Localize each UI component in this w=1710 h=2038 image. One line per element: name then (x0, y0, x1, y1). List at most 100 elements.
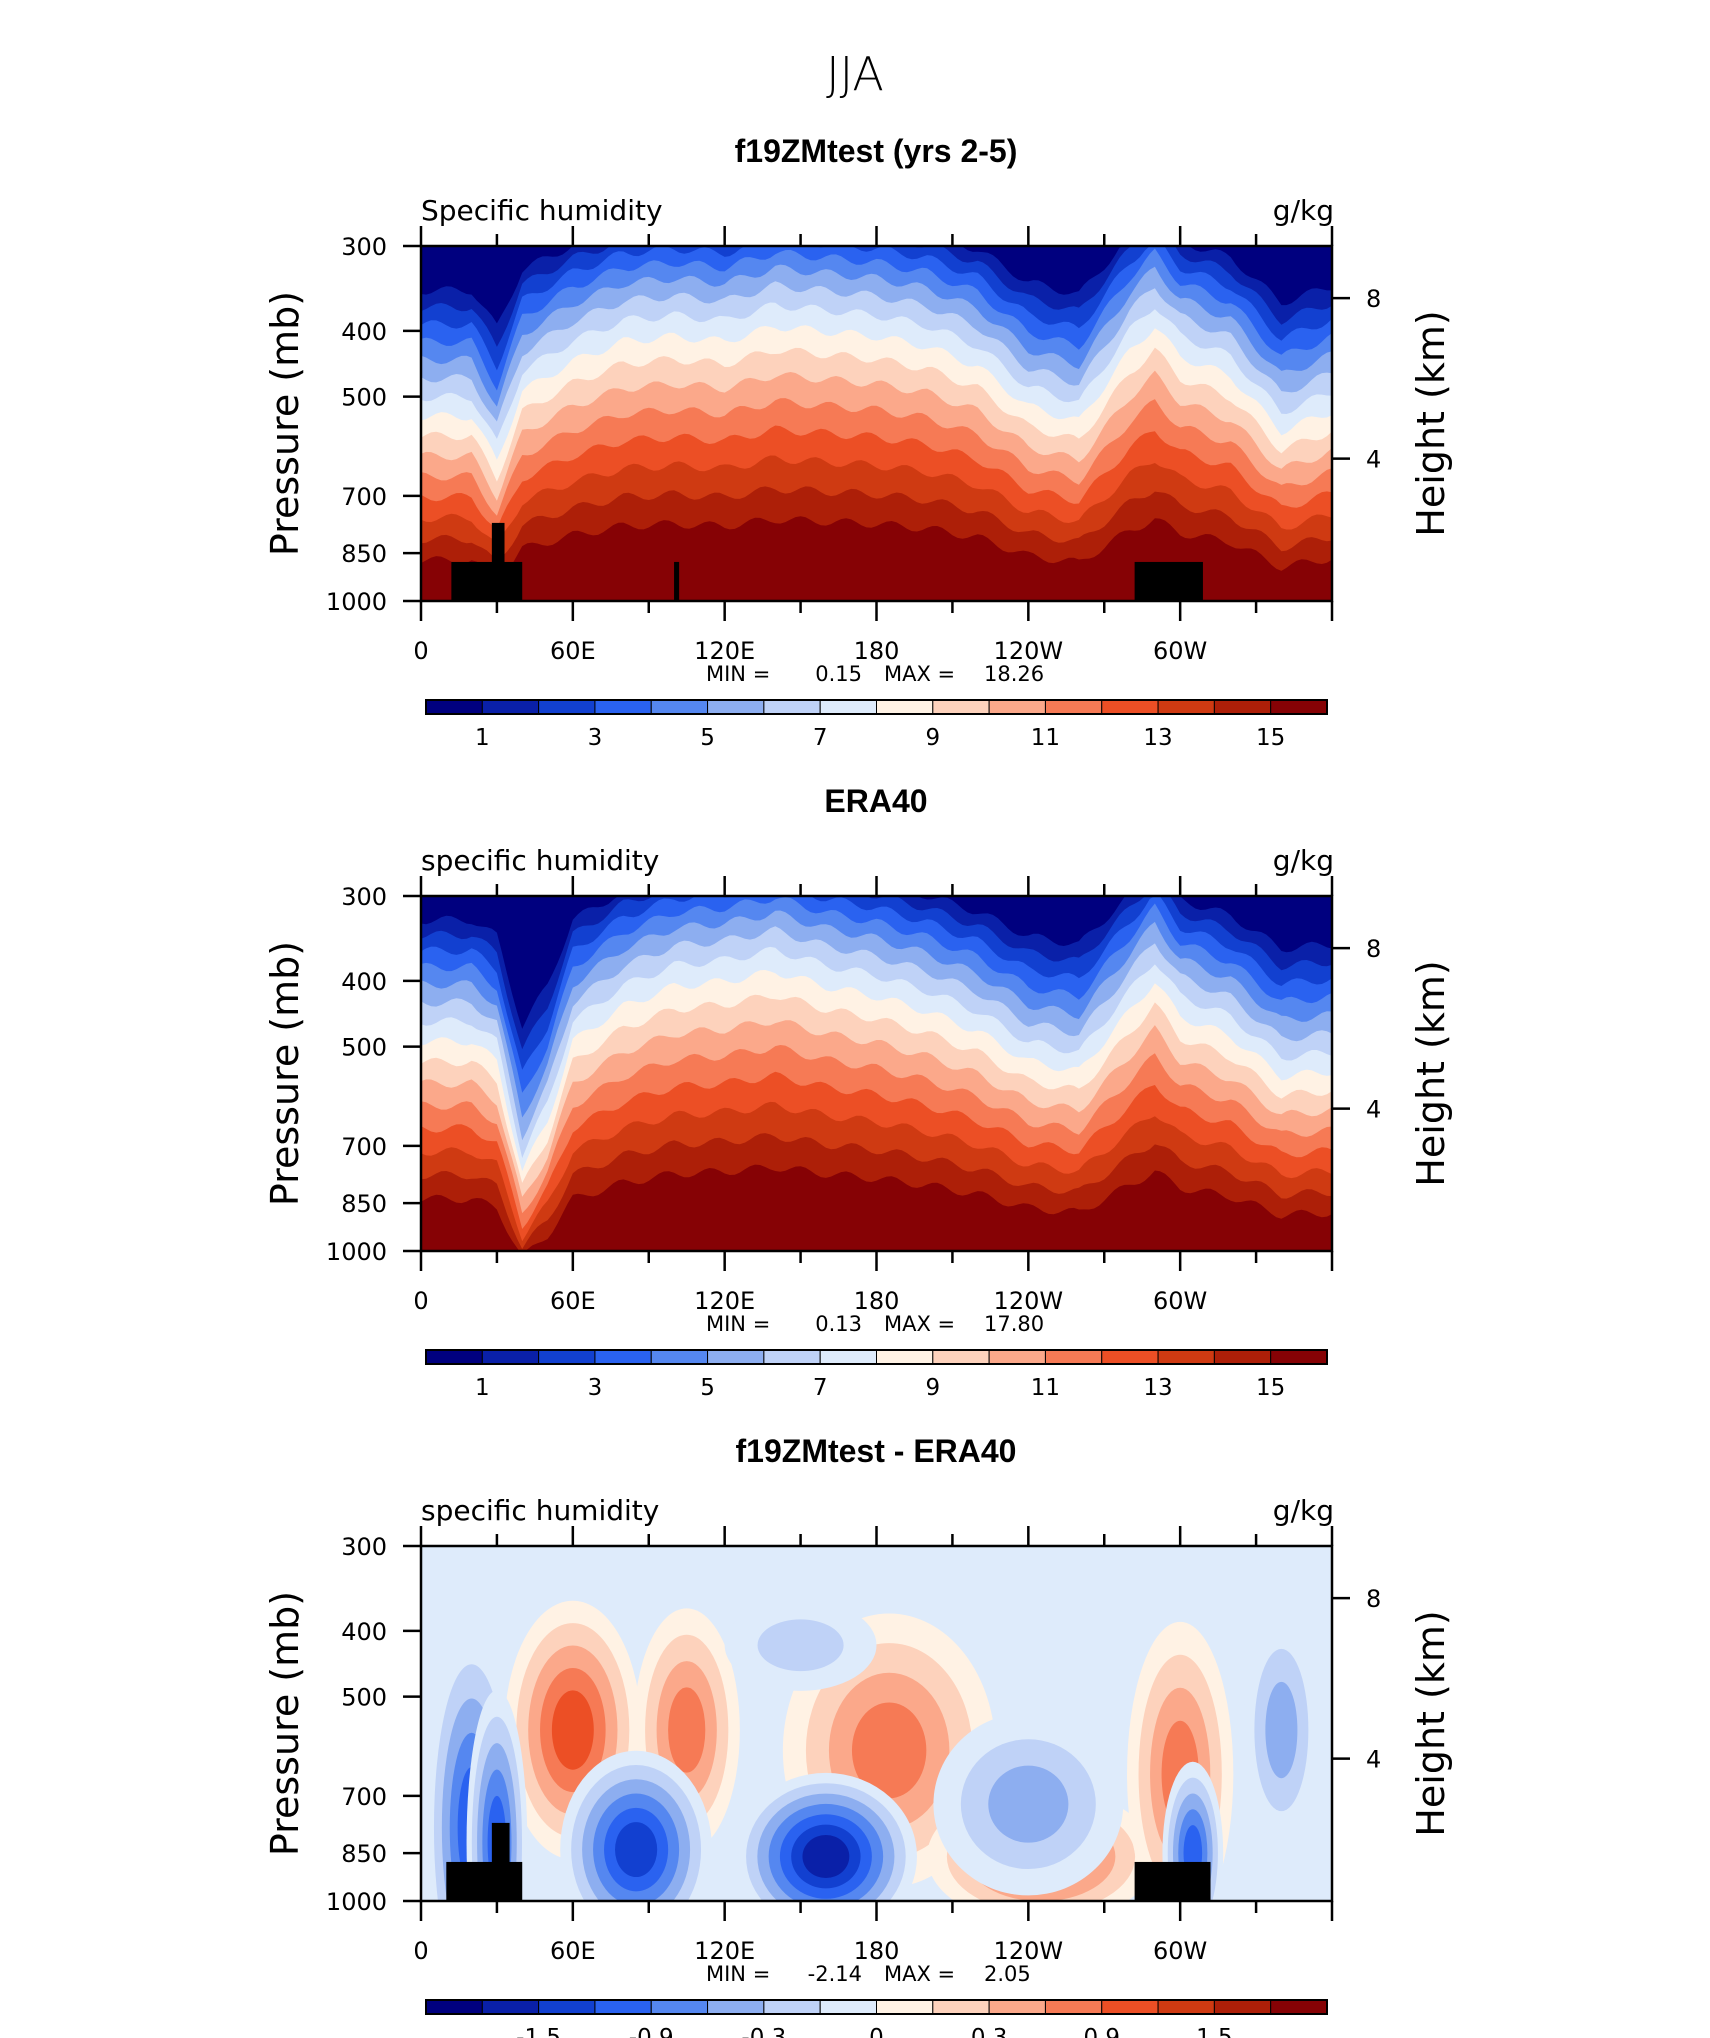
y-tick-label: 850 (341, 1190, 387, 1218)
max-label: MAX = (884, 662, 955, 686)
contour-field (421, 896, 1332, 1251)
y-tick-label: 500 (341, 384, 387, 412)
x-tick-label: 120W (994, 1937, 1064, 1965)
colorbar-label: 3 (588, 1375, 603, 1401)
y-tick-label: 300 (341, 233, 387, 261)
colorbar-label: -0.9 (629, 2025, 674, 2038)
colorbar-label: 0.3 (971, 2025, 1008, 2038)
colorbar-cell (481, 699, 540, 715)
chart-panel-1: f19ZMtest (yrs 2-5) Specific humidity g/kg… (263, 133, 1453, 751)
max-label: MAX = (884, 1962, 955, 1986)
x-tick-label: 60W (1153, 1937, 1207, 1965)
colorbar-cell (1044, 1999, 1103, 2015)
colorbar-cell (1213, 699, 1272, 715)
min-label: MIN = (706, 1312, 770, 1336)
colorbar-label: 9 (925, 725, 940, 751)
x-tick-label: 60E (550, 637, 596, 665)
colorbar-cell (538, 699, 596, 715)
colorbar-label: 0.9 (1083, 2025, 1120, 2038)
y-tick-label: 700 (341, 1133, 387, 1161)
contour-band (988, 1765, 1069, 1843)
colorbar-cell (876, 1999, 934, 2015)
max-value: 2.05 (984, 1962, 1031, 1986)
colorbar-label: 5 (700, 725, 715, 751)
colorbar-cell (1157, 1349, 1215, 1365)
terrain-mask (451, 561, 523, 601)
y-tick-label: 1000 (326, 1888, 387, 1916)
colorbar-label: 1 (475, 1375, 490, 1401)
x-tick-label: 0 (413, 1287, 428, 1315)
colorbar-label: 1.5 (1196, 2025, 1233, 2038)
colorbar-cell (1044, 699, 1103, 715)
colorbar-cell (1270, 699, 1328, 715)
contour-band (802, 1835, 850, 1879)
colorbar-cell (538, 1999, 596, 2015)
colorbar-cell (1157, 1999, 1215, 2015)
x-tick-label: 180 (854, 637, 900, 665)
colorbar-cell (932, 699, 990, 715)
colorbar-cell (763, 1999, 821, 2015)
colorbar-label: 15 (1256, 725, 1285, 751)
y-tick-label: 700 (341, 1783, 387, 1811)
colorbar-cell (650, 699, 709, 715)
y-tick-label: 500 (341, 1684, 387, 1712)
contour-field (421, 1546, 1332, 1901)
colorbar-cell (876, 1349, 934, 1365)
variable-label: specific humidity (421, 1494, 659, 1527)
x-tick-label: 60W (1153, 1287, 1207, 1315)
y-tick-label: 300 (341, 883, 387, 911)
colorbar-cell (538, 1349, 596, 1365)
chart-panel-3: f19ZMtest - ERA40 specific humidity g/kg 30… (263, 1433, 1453, 2038)
colorbar-cell (481, 1999, 540, 2015)
colorbar-cell (763, 1349, 821, 1365)
contour-field (421, 246, 1332, 601)
colorbar-cell (1270, 1349, 1328, 1365)
contour-band (551, 1690, 594, 1770)
colorbar-cell (876, 699, 934, 715)
colorbar-cell (425, 1349, 483, 1365)
y-tick-label: 1000 (326, 1238, 387, 1266)
colorbar-label: 15 (1256, 1375, 1285, 1401)
y2-tick-label: 8 (1366, 285, 1381, 313)
max-value: 18.26 (984, 662, 1044, 686)
colorbar-label: -1.5 (516, 2025, 561, 2038)
colorbar-frame (425, 1999, 1328, 2015)
colorbar-label: 7 (813, 725, 828, 751)
y2-tick-label: 4 (1366, 1096, 1381, 1124)
terrain-mask (674, 561, 680, 601)
min-label: MIN = (706, 662, 770, 686)
units-label: g/kg (1273, 1494, 1334, 1527)
terrain-mask (491, 1822, 510, 1901)
colorbar-frame (425, 1349, 1328, 1365)
colorbar-cell (819, 1999, 877, 2015)
contour-band (668, 1687, 706, 1773)
colorbar-cell (481, 1349, 540, 1365)
colorbar-cell (763, 699, 821, 715)
units-label: g/kg (1273, 844, 1334, 877)
colorbar-cell (594, 699, 652, 715)
colorbar-label: 1 (475, 725, 490, 751)
y2-tick-label: 8 (1366, 1585, 1381, 1613)
x-tick-label: 120E (694, 1937, 755, 1965)
colorbar-cell (1157, 699, 1215, 715)
y-tick-label: 400 (341, 1618, 387, 1646)
contour-band (757, 1619, 844, 1672)
x-tick-label: 120E (694, 637, 755, 665)
colorbar-cell (425, 699, 483, 715)
y-tick-label: 1000 (326, 588, 387, 616)
max-label: MAX = (884, 1312, 955, 1336)
y2-tick-label: 4 (1366, 1746, 1381, 1774)
x-tick-label: 120W (994, 1287, 1064, 1315)
colorbar-label: 9 (925, 1375, 940, 1401)
y-tick-label: 300 (341, 1533, 387, 1561)
x-tick-label: 120W (994, 637, 1064, 665)
min-label: MIN = (706, 1962, 770, 1986)
colorbar-cell (1101, 1999, 1159, 2015)
x-tick-label: 180 (854, 1937, 900, 1965)
colorbar-cell (1101, 699, 1159, 715)
colorbar-label: 11 (1031, 725, 1060, 751)
colorbar-cell (988, 1349, 1046, 1365)
max-value: 17.80 (984, 1312, 1044, 1336)
